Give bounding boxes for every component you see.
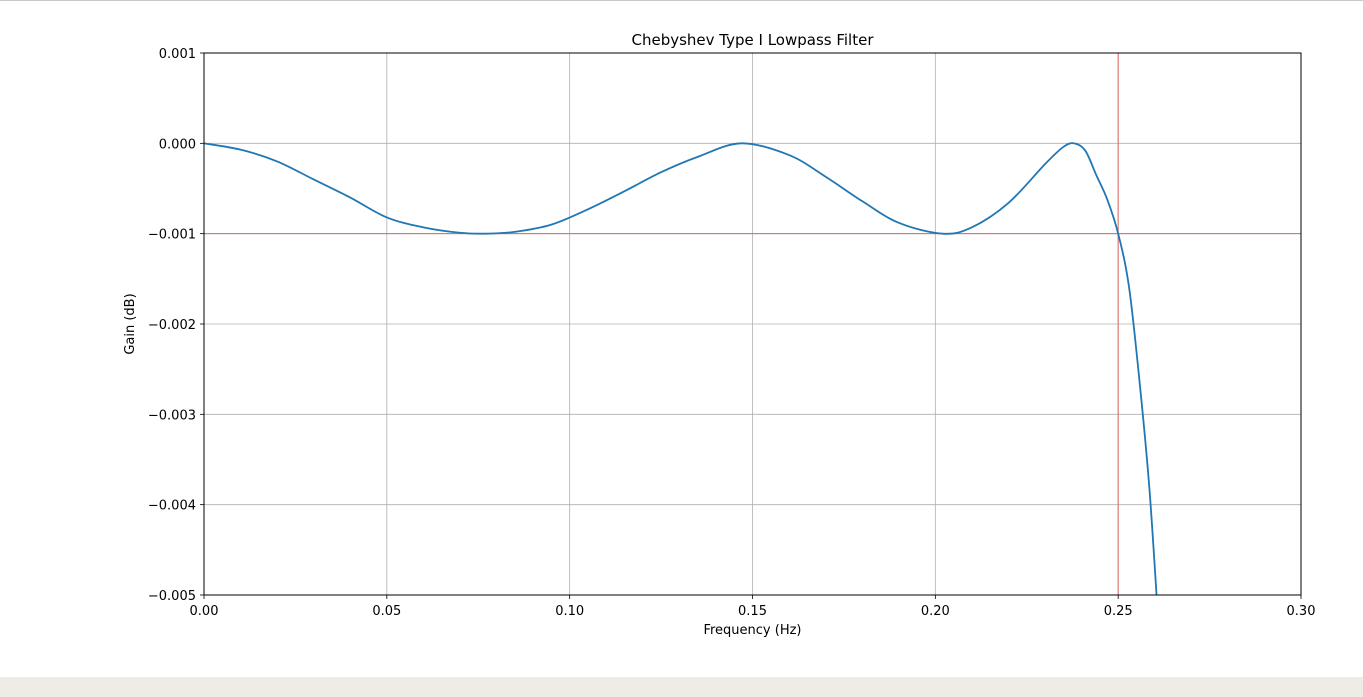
x-tick-label: 0.15 <box>738 604 767 619</box>
y-tick-label: −0.005 <box>148 589 196 604</box>
series-layer <box>203 142 1158 596</box>
x-tick-label: 0.25 <box>1104 604 1133 619</box>
chart-title: Chebyshev Type I Lowpass Filter <box>631 31 874 49</box>
x-tick-label: 0.05 <box>372 604 401 619</box>
x-axis-ticks: 0.00 0.05 0.10 0.15 0.20 0.25 0.30 <box>190 595 1316 619</box>
figure-canvas: 0.00 0.05 0.10 0.15 0.20 0.25 0.30 0.001 0.000 −… <box>0 2 1363 676</box>
y-tick-label: 0.000 <box>159 137 196 152</box>
x-tick-label: 0.00 <box>190 604 219 619</box>
y-tick-label: −0.002 <box>148 318 196 333</box>
chart: 0.00 0.05 0.10 0.15 0.20 0.25 0.30 0.001 0.000 −… <box>123 31 1316 638</box>
top-border <box>0 0 1363 1</box>
x-axis-label: Frequency (Hz) <box>703 623 801 638</box>
grid <box>203 52 1302 596</box>
bottom-status-bar <box>0 677 1363 697</box>
x-tick-label: 0.10 <box>555 604 584 619</box>
y-tick-label: −0.001 <box>148 228 196 243</box>
x-tick-label: 0.30 <box>1287 604 1316 619</box>
y-tick-label: −0.004 <box>148 499 196 514</box>
y-tick-label: 0.001 <box>159 47 196 62</box>
x-tick-label: 0.20 <box>921 604 950 619</box>
y-axis-label: Gain (dB) <box>123 293 138 354</box>
gain-response-line <box>203 142 1158 596</box>
y-axis-ticks: 0.001 0.000 −0.001 −0.002 −0.003 −0.004 −0.005 <box>148 47 204 604</box>
y-tick-label: −0.003 <box>148 408 196 423</box>
